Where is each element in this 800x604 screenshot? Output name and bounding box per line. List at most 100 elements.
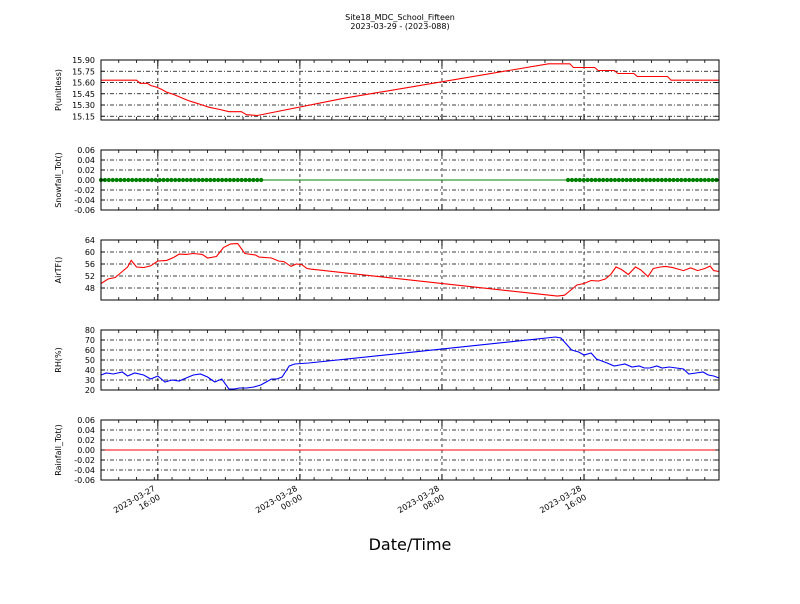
panels-group: 15.15 15.30 15.45 15.60 15.75 15.90 P(unitless… (54, 56, 720, 524)
panel-2-ytick-label-3: 60 (85, 248, 95, 257)
panel-0-series-0 (101, 63, 719, 117)
x-tick-label-0: 2023-03-2716:00 (112, 484, 162, 524)
snowfall-marker-0-16 (161, 177, 166, 183)
panel-4-ytick-label-2: -0.02 (74, 456, 95, 465)
snowfall-marker-1-18 (636, 177, 641, 183)
panel-4-ytick-label-3: 0.00 (77, 446, 95, 455)
snowfall-marker-1-21 (647, 177, 653, 183)
panel-1-ytick-label-5: 0.04 (77, 156, 95, 165)
snowfall-marker-0-32 (223, 177, 229, 183)
snowfall-marker-0-31 (220, 177, 225, 183)
snowfall-marker-0-24 (192, 177, 197, 183)
snowfall-marker-1-12 (612, 177, 618, 183)
panel-3-ytick-label-1: 30 (85, 376, 95, 385)
panel-3-ylabel: RH(%) (54, 347, 63, 372)
snowfall-marker-0-22 (184, 177, 190, 183)
snowfall-marker-1-0 (565, 177, 571, 183)
panel-0-ytick-label-3: 15.60 (72, 79, 95, 88)
snowfall-marker-1-33 (694, 177, 700, 183)
snowfall-marker-0-36 (239, 177, 244, 183)
snowfall-marker-0-35 (235, 177, 240, 183)
x-tick-label-3: 2023-03-2816:00 (538, 484, 588, 524)
snowfall-marker-1-2 (573, 177, 578, 183)
snowfall-marker-1-13 (616, 177, 621, 183)
snowfall-marker-0-14 (153, 177, 158, 183)
panel-3-ytick-label-5: 70 (85, 336, 95, 345)
x-tick-label-1: 2023-03-2800:00 (254, 484, 304, 524)
panel-2-ylabel: AirTF() (54, 257, 63, 284)
panel-3-ytick-label-3: 50 (85, 356, 95, 365)
snowfall-marker-1-3 (577, 177, 582, 183)
snowfall-marker-1-30 (683, 177, 688, 183)
panel-1-ytick-label-3: 0.00 (77, 176, 95, 185)
snowfall-marker-0-13 (149, 177, 154, 183)
snowfall-marker-0-34 (231, 177, 236, 183)
panel-3-ytick-label-2: 40 (85, 366, 95, 375)
snowfall-marker-1-20 (644, 177, 649, 183)
snowfall-marker-0-41 (259, 177, 264, 183)
snowfall-marker-1-5 (585, 177, 590, 183)
snowfall-marker-0-39 (251, 177, 256, 183)
chart-subtitle: 2023-03-29 - (2023-088) (350, 22, 449, 31)
panel-1-ytick-label-4: 0.02 (77, 166, 95, 175)
panel-2-ytick-label-1: 52 (85, 272, 95, 281)
panel-1-ytick-label-2: -0.02 (74, 186, 95, 195)
snowfall-marker-0-27 (204, 177, 209, 183)
snowfall-marker-0-4 (114, 177, 119, 183)
panel-1-ylabel: Snowfall_Tot() (54, 152, 63, 208)
panel-4-ylabel: Rainfall_Tot() (54, 424, 63, 476)
panel-4: -0.06-0.04-0.020.000.020.040.06 Rainfall_… (54, 416, 720, 485)
panel-0-ytick-label-0: 15.15 (72, 112, 95, 121)
snowfall-marker-1-8 (597, 177, 602, 183)
panel-0-ylabel: P(unitless) (54, 69, 63, 111)
panel-0-ytick-label-2: 15.45 (72, 90, 95, 99)
snowfall-marker-1-16 (628, 177, 633, 183)
snowfall-marker-0-9 (134, 177, 139, 183)
panel-2: 48 52 56 60 64 AirTF() (54, 236, 720, 301)
snowfall-marker-0-30 (216, 177, 221, 183)
panel-0-ytick-label-1: 15.30 (72, 101, 95, 110)
snowfall-marker-1-17 (632, 177, 637, 183)
panel-2-ytick-label-0: 48 (85, 284, 95, 293)
panel-1-ytick-label-0: -0.06 (74, 206, 95, 215)
panel-0: 15.15 15.30 15.45 15.60 15.75 15.90 P(unitless… (54, 56, 720, 121)
snowfall-marker-0-5 (118, 177, 123, 183)
snowfall-marker-0-25 (196, 177, 201, 183)
x-axis-label: Date/Time (369, 535, 452, 554)
snowfall-marker-0-3 (110, 177, 115, 183)
snowfall-marker-0-11 (141, 177, 147, 183)
snowfall-marker-1-22 (651, 177, 657, 183)
panel-3-series-0 (100, 336, 720, 390)
snowfall-marker-1-19 (640, 177, 645, 183)
panel-2-series-0 (100, 243, 720, 297)
panel-2-ytick-label-4: 64 (85, 236, 95, 245)
snowfall-marker-0-2 (106, 177, 111, 183)
snowfall-marker-1-10 (605, 177, 610, 183)
snowfall-marker-1-9 (601, 177, 606, 183)
snowfall-marker-0-6 (122, 177, 127, 183)
snowfall-marker-0-8 (130, 177, 135, 183)
panel-2-frame (100, 239, 720, 301)
snowfall-marker-1-37 (710, 177, 715, 183)
snowfall-marker-1-29 (679, 177, 684, 183)
panel-1: -0.06-0.04-0.020.000.020.040.06 Snowfall_… (54, 146, 720, 215)
snowfall-marker-0-33 (227, 177, 233, 183)
snowfall-marker-0-7 (126, 177, 131, 183)
snowfall-marker-0-37 (243, 177, 248, 183)
panel-2-ytick-label-2: 56 (85, 260, 95, 269)
panel-0-ytick-label-4: 15.75 (72, 67, 95, 76)
snowfall-marker-0-19 (173, 177, 178, 183)
panel-3-ytick-label-6: 80 (85, 326, 95, 335)
snowfall-marker-0-21 (180, 177, 186, 183)
snowfall-marker-0-15 (157, 177, 162, 183)
snowfall-marker-1-24 (659, 177, 664, 183)
snowfall-marker-0-10 (137, 177, 143, 183)
snowfall-marker-1-14 (620, 177, 625, 183)
snowfall-marker-1-27 (671, 177, 676, 183)
snowfall-marker-1-28 (675, 177, 680, 183)
snowfall-marker-1-32 (690, 177, 696, 183)
chart-title: Site18_MDC_School_Fifteen (345, 13, 455, 22)
panel-1-ytick-label-6: 0.06 (77, 146, 95, 155)
